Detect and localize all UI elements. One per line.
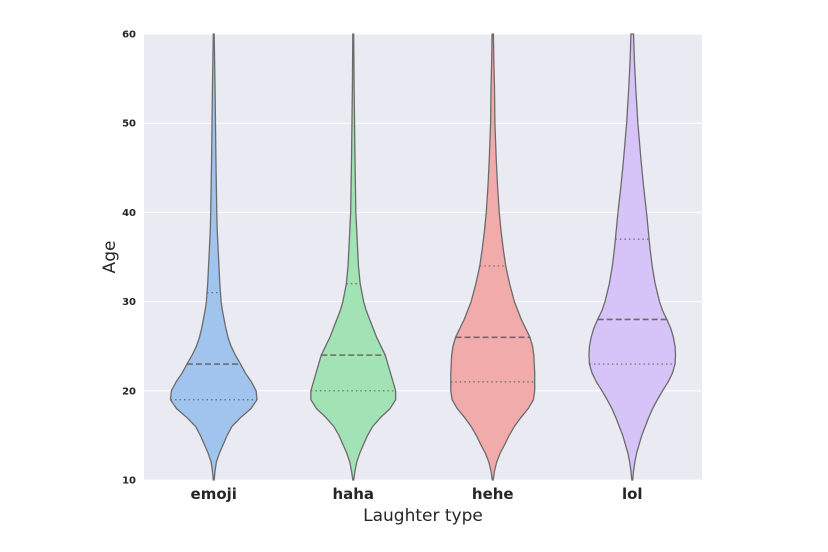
y-tick-label: 40 xyxy=(122,208,136,219)
y-axis-label: Age xyxy=(100,241,120,274)
y-tick-label: 50 xyxy=(122,119,136,130)
x-tick-label-emoji: emoji xyxy=(191,485,237,503)
x-tick-labels: emoji haha hehe lol xyxy=(191,485,643,503)
x-tick-label-lol: lol xyxy=(622,485,643,503)
violins xyxy=(169,33,677,481)
violin-hehe xyxy=(450,33,536,481)
y-tick-labels: 10 20 30 40 50 60 xyxy=(122,30,136,487)
x-tick-label-haha: haha xyxy=(332,485,374,503)
y-tick-label: 20 xyxy=(122,386,136,397)
violin-emoji xyxy=(169,33,258,481)
x-axis-label: Laughter type xyxy=(363,506,483,526)
y-tick-label: 10 xyxy=(122,476,136,487)
violin-haha xyxy=(310,33,397,481)
y-tick-label: 30 xyxy=(122,297,136,308)
violin-lol xyxy=(588,33,677,481)
y-tick-label: 60 xyxy=(122,30,136,41)
x-tick-label-hehe: hehe xyxy=(472,485,514,503)
